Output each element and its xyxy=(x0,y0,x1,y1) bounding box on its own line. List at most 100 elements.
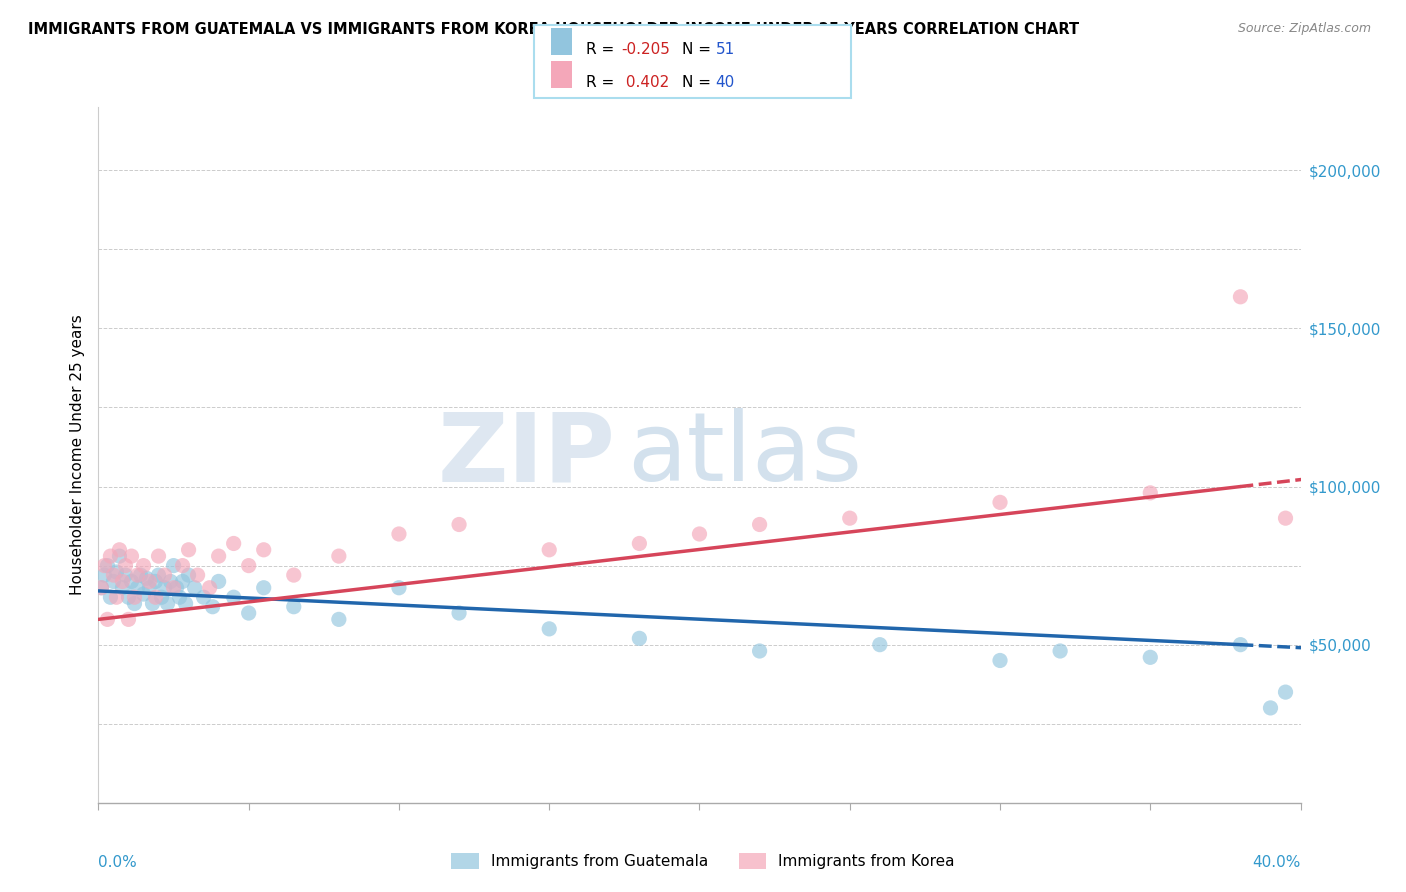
Point xyxy=(1260,701,1282,715)
Point xyxy=(111,581,134,595)
Point xyxy=(100,591,122,605)
Point xyxy=(174,597,197,611)
Point xyxy=(1274,511,1296,525)
Point xyxy=(127,568,149,582)
Point xyxy=(105,591,128,605)
Point xyxy=(222,591,245,605)
Point xyxy=(169,591,191,605)
Point xyxy=(689,527,711,541)
Y-axis label: Householder Income Under 25 years: Householder Income Under 25 years xyxy=(69,315,84,595)
Text: R =: R = xyxy=(586,75,624,89)
Point xyxy=(111,574,134,589)
Point xyxy=(162,581,184,595)
Point xyxy=(388,581,411,595)
Point xyxy=(93,558,115,573)
Point xyxy=(988,653,1011,667)
Point xyxy=(148,549,170,563)
Point xyxy=(103,574,125,589)
Point xyxy=(159,574,181,589)
Text: ZIP: ZIP xyxy=(437,409,616,501)
Point xyxy=(748,644,770,658)
Text: -0.205: -0.205 xyxy=(621,42,671,56)
Text: 40.0%: 40.0% xyxy=(1253,855,1301,870)
Point xyxy=(238,558,260,573)
Point xyxy=(172,574,194,589)
Point xyxy=(187,568,209,582)
Point xyxy=(100,549,122,563)
Point xyxy=(166,581,188,595)
Text: atlas: atlas xyxy=(627,409,862,501)
Point xyxy=(172,558,194,573)
Point xyxy=(150,591,173,605)
Text: R =: R = xyxy=(586,42,620,56)
Point xyxy=(90,581,112,595)
Point xyxy=(114,568,136,582)
Point xyxy=(283,599,305,614)
Point xyxy=(538,622,561,636)
Text: 40: 40 xyxy=(716,75,735,89)
Point xyxy=(201,599,224,614)
Point xyxy=(138,581,160,595)
Point xyxy=(253,581,276,595)
Point xyxy=(328,612,350,626)
Legend: Immigrants from Guatemala, Immigrants from Korea: Immigrants from Guatemala, Immigrants fr… xyxy=(446,847,960,875)
Point xyxy=(90,581,112,595)
Text: 0.0%: 0.0% xyxy=(98,855,138,870)
Point xyxy=(1139,486,1161,500)
Point xyxy=(1049,644,1071,658)
Point xyxy=(132,558,155,573)
Point xyxy=(117,612,139,626)
Point xyxy=(153,581,176,595)
Point xyxy=(748,517,770,532)
Point xyxy=(198,581,221,595)
Text: N =: N = xyxy=(682,42,716,56)
Point xyxy=(208,549,231,563)
Point xyxy=(538,542,561,557)
Point xyxy=(1274,685,1296,699)
Point xyxy=(628,632,651,646)
Point xyxy=(156,597,179,611)
Point xyxy=(124,597,146,611)
Point xyxy=(988,495,1011,509)
Point xyxy=(628,536,651,550)
Point xyxy=(222,536,245,550)
Text: IMMIGRANTS FROM GUATEMALA VS IMMIGRANTS FROM KOREA HOUSEHOLDER INCOME UNDER 25 Y: IMMIGRANTS FROM GUATEMALA VS IMMIGRANTS … xyxy=(28,22,1080,37)
Point xyxy=(121,549,143,563)
Text: 51: 51 xyxy=(716,42,735,56)
Point xyxy=(96,612,118,626)
Point xyxy=(108,549,131,563)
Point xyxy=(108,542,131,557)
Text: N =: N = xyxy=(682,75,716,89)
Point xyxy=(138,574,160,589)
Point xyxy=(114,558,136,573)
Point xyxy=(121,574,143,589)
Point xyxy=(838,511,860,525)
Point xyxy=(208,574,231,589)
Point xyxy=(447,606,470,620)
Point xyxy=(253,542,276,557)
Point xyxy=(238,606,260,620)
Point xyxy=(193,591,215,605)
Point xyxy=(162,558,184,573)
Point xyxy=(141,597,163,611)
Point xyxy=(129,568,152,582)
Point xyxy=(103,568,125,582)
Point xyxy=(1229,638,1251,652)
Point xyxy=(1139,650,1161,665)
Point xyxy=(148,568,170,582)
Text: 0.402: 0.402 xyxy=(621,75,669,89)
Point xyxy=(447,517,470,532)
Point xyxy=(177,542,200,557)
Point xyxy=(183,581,205,595)
Point xyxy=(135,571,157,585)
Point xyxy=(124,591,146,605)
Point xyxy=(388,527,411,541)
Point xyxy=(869,638,891,652)
Point xyxy=(283,568,305,582)
Point xyxy=(328,549,350,563)
Point xyxy=(96,558,118,573)
Point xyxy=(145,591,167,605)
Point xyxy=(145,574,167,589)
Point xyxy=(105,565,128,579)
Point xyxy=(117,591,139,605)
